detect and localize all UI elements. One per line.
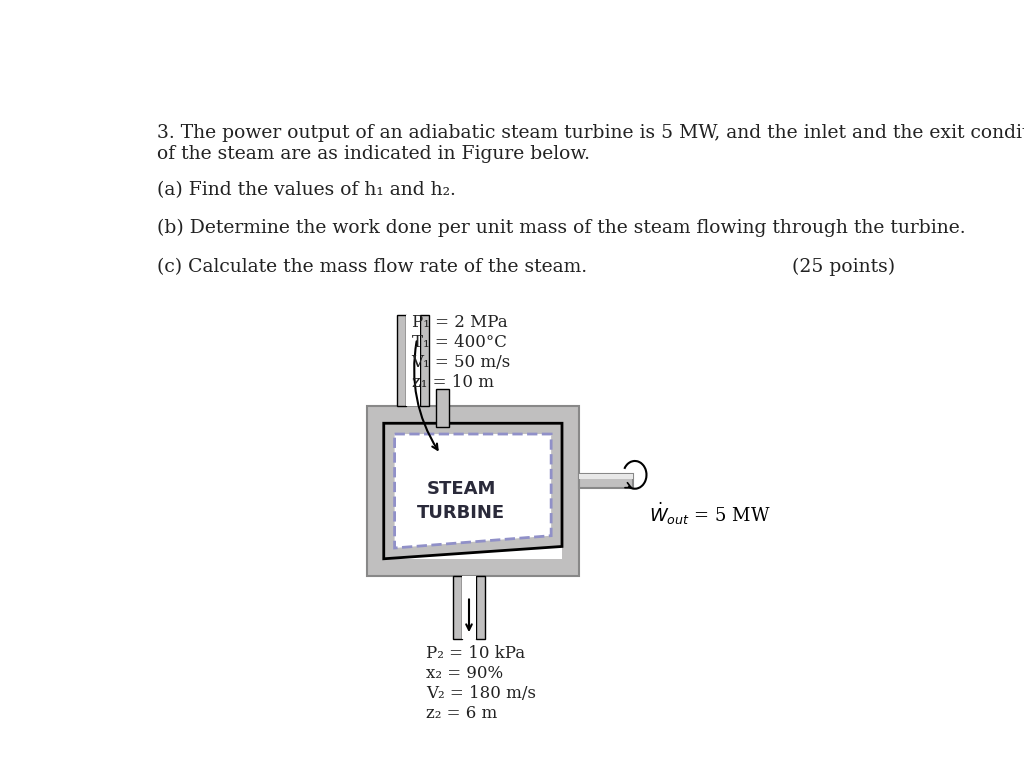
Polygon shape xyxy=(384,423,562,559)
Polygon shape xyxy=(420,316,429,406)
Text: (c) Calculate the mass flow rate of the steam.: (c) Calculate the mass flow rate of the … xyxy=(158,258,588,276)
Text: 3. The power output of an adiabatic steam turbine is 5 MW, and the inlet and the: 3. The power output of an adiabatic stea… xyxy=(158,124,1024,143)
Text: (b) Determine the work done per unit mass of the steam flowing through the turbi: (b) Determine the work done per unit mas… xyxy=(158,219,966,237)
Text: (25 points): (25 points) xyxy=(793,258,895,276)
Polygon shape xyxy=(367,406,579,576)
Text: (a) Find the values of h₁ and h₂.: (a) Find the values of h₁ and h₂. xyxy=(158,180,457,199)
Text: x₂ = 90%: x₂ = 90% xyxy=(426,665,504,682)
Text: P₂ = 10 kPa: P₂ = 10 kPa xyxy=(426,645,525,662)
FancyBboxPatch shape xyxy=(579,474,633,478)
Text: T₁ = 400°C: T₁ = 400°C xyxy=(412,334,507,351)
FancyBboxPatch shape xyxy=(407,316,420,406)
Polygon shape xyxy=(453,576,462,639)
Text: $\dot{W}_{out}$ = 5 MW: $\dot{W}_{out}$ = 5 MW xyxy=(649,500,770,527)
Text: P₁ = 2 MPa: P₁ = 2 MPa xyxy=(412,314,507,331)
Polygon shape xyxy=(397,316,407,406)
Text: z₂ = 6 m: z₂ = 6 m xyxy=(426,705,498,722)
Text: V₁ = 50 m/s: V₁ = 50 m/s xyxy=(412,354,511,371)
Polygon shape xyxy=(394,434,551,548)
Text: of the steam are as indicated in Figure below.: of the steam are as indicated in Figure … xyxy=(158,144,591,163)
Text: V₂ = 180 m/s: V₂ = 180 m/s xyxy=(426,685,537,702)
Polygon shape xyxy=(384,423,562,559)
Polygon shape xyxy=(436,389,449,427)
FancyBboxPatch shape xyxy=(579,474,633,488)
Text: STEAM: STEAM xyxy=(427,480,496,498)
Polygon shape xyxy=(476,576,485,639)
FancyBboxPatch shape xyxy=(462,576,476,639)
Text: z₁ = 10 m: z₁ = 10 m xyxy=(412,374,494,391)
Text: TURBINE: TURBINE xyxy=(417,505,505,522)
